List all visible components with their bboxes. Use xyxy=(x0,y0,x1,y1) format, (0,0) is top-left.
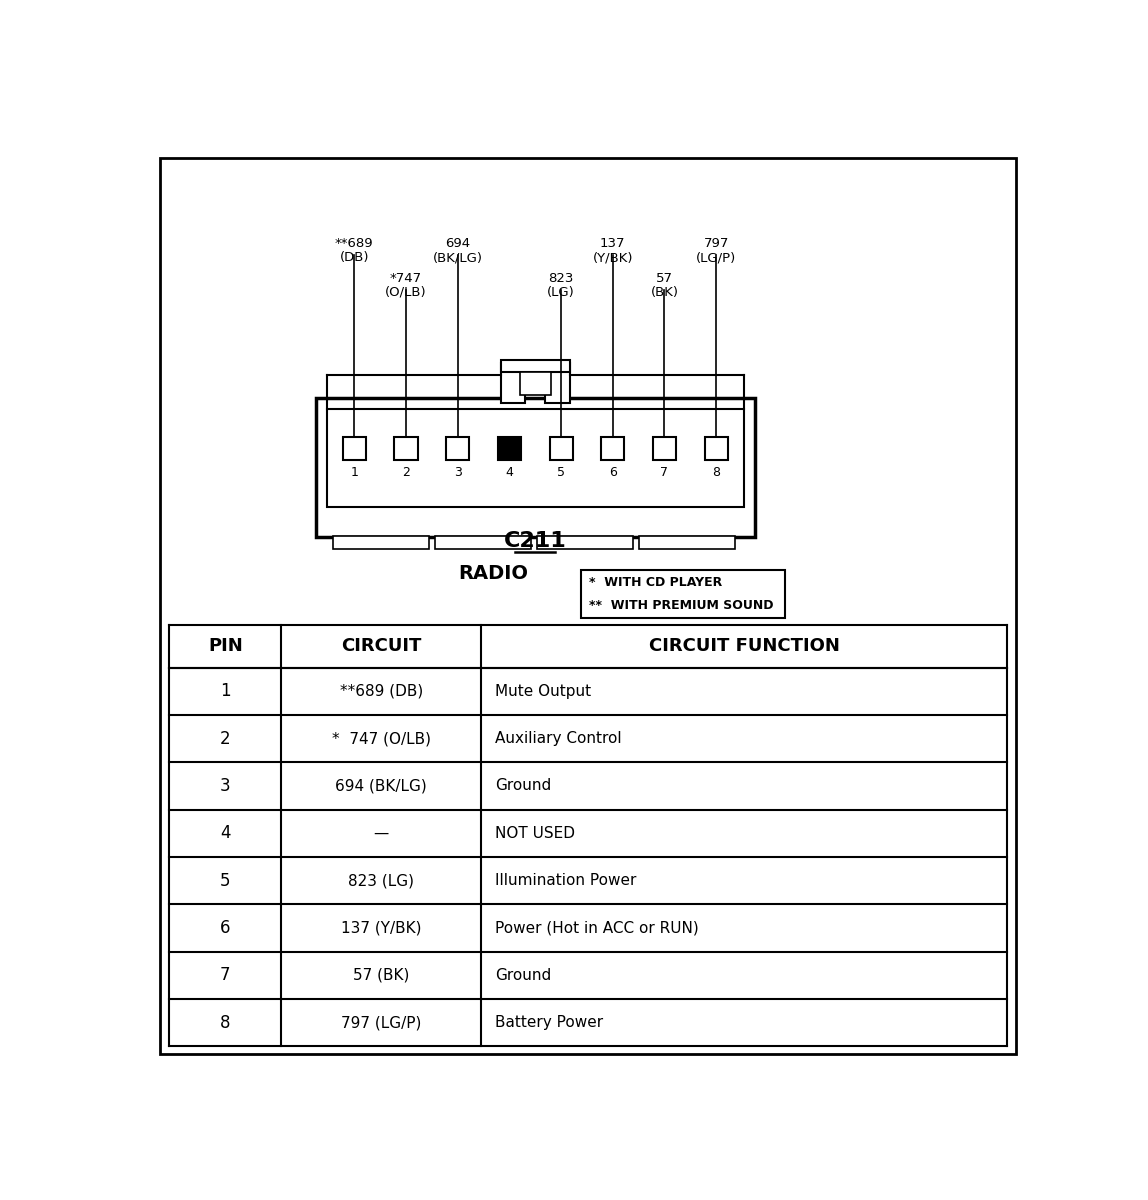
Text: 823: 823 xyxy=(549,272,574,284)
Bar xyxy=(326,409,744,508)
Text: 8: 8 xyxy=(712,466,720,479)
Bar xyxy=(705,437,728,460)
Bar xyxy=(501,360,569,372)
Bar xyxy=(395,437,418,460)
Bar xyxy=(333,536,428,550)
Text: 797 (LG/P): 797 (LG/P) xyxy=(341,1015,421,1031)
Text: 137: 137 xyxy=(600,238,626,251)
Text: 2: 2 xyxy=(220,730,231,748)
Text: (O/LB): (O/LB) xyxy=(386,286,427,299)
Text: 4: 4 xyxy=(220,824,231,842)
Bar xyxy=(537,536,633,550)
Text: 7: 7 xyxy=(220,966,231,984)
Text: *747: *747 xyxy=(390,272,422,284)
Text: NOT USED: NOT USED xyxy=(495,826,575,841)
Bar xyxy=(447,437,470,460)
Text: (Y/BK): (Y/BK) xyxy=(592,251,633,264)
Bar xyxy=(653,437,676,460)
Text: (BK/LG): (BK/LG) xyxy=(433,251,482,264)
Text: Ground: Ground xyxy=(495,968,551,983)
Text: (BK): (BK) xyxy=(651,286,678,299)
Text: 57: 57 xyxy=(656,272,673,284)
Text: 4: 4 xyxy=(505,466,513,479)
Bar xyxy=(638,536,735,550)
Text: 5: 5 xyxy=(557,466,565,479)
Text: Power (Hot in ACC or RUN): Power (Hot in ACC or RUN) xyxy=(495,920,699,936)
Text: —: — xyxy=(373,826,389,841)
Text: Illumination Power: Illumination Power xyxy=(495,874,636,888)
Text: CIRCUIT: CIRCUIT xyxy=(341,637,421,655)
Text: **689: **689 xyxy=(335,238,373,251)
Bar xyxy=(343,437,366,460)
Text: CIRCUIT FUNCTION: CIRCUIT FUNCTION xyxy=(649,637,839,655)
Text: 823 (LG): 823 (LG) xyxy=(348,874,414,888)
Bar xyxy=(545,362,569,403)
Text: 3: 3 xyxy=(220,776,231,794)
Bar xyxy=(435,536,530,550)
Bar xyxy=(498,437,521,460)
Text: Ground: Ground xyxy=(495,779,551,793)
Text: 6: 6 xyxy=(220,919,231,937)
Text: PIN: PIN xyxy=(208,637,242,655)
Text: Mute Output: Mute Output xyxy=(495,684,591,698)
Text: Battery Power: Battery Power xyxy=(495,1015,604,1031)
Text: (LG/P): (LG/P) xyxy=(696,251,736,264)
Text: 1: 1 xyxy=(350,466,358,479)
Text: 694: 694 xyxy=(445,238,471,251)
Text: *  WITH CD PLAYER: * WITH CD PLAYER xyxy=(589,576,722,589)
Bar xyxy=(316,398,754,536)
Text: 57 (BK): 57 (BK) xyxy=(354,968,410,983)
Bar xyxy=(602,437,625,460)
Text: **689 (DB): **689 (DB) xyxy=(340,684,422,698)
Text: 2: 2 xyxy=(402,466,410,479)
Text: 3: 3 xyxy=(453,466,461,479)
Text: Auxiliary Control: Auxiliary Control xyxy=(495,731,622,746)
Text: 797: 797 xyxy=(704,238,729,251)
Bar xyxy=(501,362,525,403)
Text: 137 (Y/BK): 137 (Y/BK) xyxy=(341,920,421,936)
Text: 7: 7 xyxy=(660,466,668,479)
Text: 6: 6 xyxy=(608,466,616,479)
Bar xyxy=(581,570,785,618)
Text: 694 (BK/LG): 694 (BK/LG) xyxy=(335,779,427,793)
Text: (LG): (LG) xyxy=(548,286,575,299)
Text: **  WITH PREMIUM SOUND: ** WITH PREMIUM SOUND xyxy=(589,599,774,612)
Text: *  747 (O/LB): * 747 (O/LB) xyxy=(332,731,430,746)
Text: RADIO: RADIO xyxy=(458,564,528,583)
Text: C211: C211 xyxy=(504,530,567,551)
Text: 8: 8 xyxy=(220,1014,231,1032)
Bar xyxy=(550,437,573,460)
Text: 5: 5 xyxy=(220,871,231,889)
Bar xyxy=(520,372,551,395)
Text: (DB): (DB) xyxy=(340,251,369,264)
Text: 1: 1 xyxy=(220,683,231,701)
